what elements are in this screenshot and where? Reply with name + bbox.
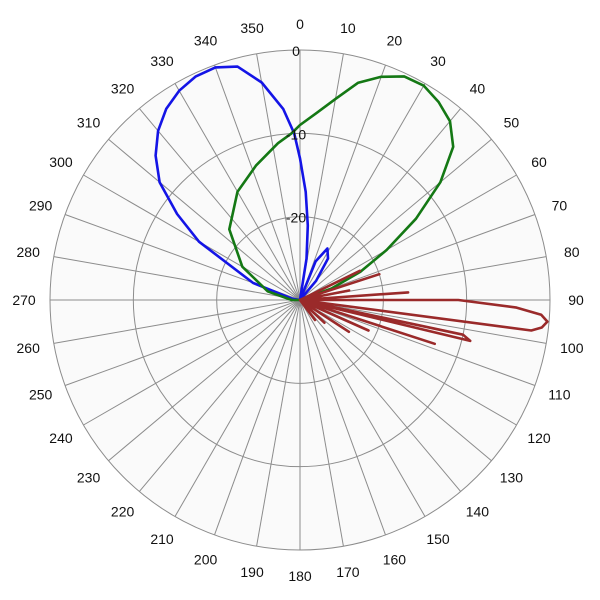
grid-spoke	[299, 138, 492, 301]
series-line	[154, 65, 310, 302]
series-line	[228, 75, 455, 302]
grid-spoke	[299, 299, 426, 517]
angle-tick-label: 60	[531, 154, 547, 170]
angle-tick-label: 160	[383, 551, 407, 567]
grid-spoke	[83, 174, 301, 301]
grid-spoke	[174, 299, 301, 517]
angle-tick-label: 110	[548, 386, 571, 402]
angle-tick-label: 180	[288, 568, 312, 584]
grid-spoke	[256, 53, 301, 301]
angle-tick-label: 120	[527, 430, 551, 446]
grid-spoke	[299, 174, 517, 301]
angle-tick-label: 170	[336, 564, 360, 580]
angle-tick-label: 220	[111, 503, 135, 519]
grid-spoke	[138, 299, 301, 492]
angle-tick-label: 90	[568, 292, 584, 308]
angle-tick-label: 50	[504, 115, 520, 131]
angle-tick-label: 70	[552, 198, 568, 214]
angle-tick-label: 280	[17, 244, 41, 260]
angle-tick-label: 130	[500, 469, 524, 485]
angle-tick-label: 290	[29, 198, 53, 214]
angle-tick-label: 200	[194, 551, 218, 567]
grid-spoke	[299, 299, 536, 386]
angle-tick-label: 40	[470, 81, 486, 97]
angle-tick-label: 270	[12, 292, 36, 308]
series-line	[298, 247, 330, 302]
angle-tick-label: 340	[194, 33, 218, 49]
angle-tick-label: 80	[564, 244, 580, 260]
grid-spoke	[299, 299, 344, 547]
grid-spoke	[108, 138, 301, 301]
radial-tick-label: -10	[286, 126, 306, 142]
grid-spoke	[53, 256, 301, 301]
angle-tick-label: 210	[150, 531, 174, 547]
grid-spoke	[299, 64, 386, 301]
label-layer: 0 10 20 30 40 50 60 70 80 90 100 110 120 130 140 150 160…	[12, 16, 584, 584]
series-line	[298, 269, 549, 346]
grid-spoke	[108, 299, 301, 462]
grid-spoke	[53, 299, 301, 344]
grid-spoke	[299, 108, 462, 301]
grid-spoke	[299, 299, 386, 536]
grid-spoke	[214, 64, 301, 301]
angle-tick-label: 260	[17, 340, 41, 356]
grid-spoke	[256, 299, 301, 547]
grid-spoke	[64, 299, 301, 386]
angle-tick-label: 10	[340, 20, 356, 36]
angle-tick-label: 250	[29, 386, 53, 402]
grid-spoke	[299, 299, 547, 344]
grid-spoke	[299, 299, 517, 426]
angle-tick-label: 230	[77, 469, 101, 485]
series-layer	[154, 65, 549, 346]
angle-tick-label: 0	[296, 16, 304, 32]
angle-tick-label: 330	[150, 53, 174, 69]
grid-spoke	[138, 108, 301, 301]
angle-tick-label: 320	[111, 81, 135, 97]
angle-tick-label: 30	[430, 53, 446, 69]
grid-spoke	[299, 299, 462, 492]
radial-tick-label: -20	[286, 210, 306, 226]
grid-spoke	[299, 214, 536, 301]
angle-tick-label: 240	[49, 430, 73, 446]
angle-tick-label: 350	[240, 20, 264, 36]
angle-tick-label: 300	[49, 154, 73, 170]
angle-tick-label: 190	[240, 564, 264, 580]
grid-spoke	[299, 299, 492, 462]
grid-spoke	[214, 299, 301, 536]
radial-tick-label: 0	[292, 43, 300, 59]
grid-spoke	[83, 299, 301, 426]
angle-tick-label: 140	[466, 503, 490, 519]
angle-tick-label: 100	[560, 340, 584, 356]
angle-tick-label: 20	[387, 33, 403, 49]
angle-tick-label: 150	[426, 531, 450, 547]
angle-tick-label: 310	[77, 115, 101, 131]
grid-spoke	[299, 83, 426, 301]
